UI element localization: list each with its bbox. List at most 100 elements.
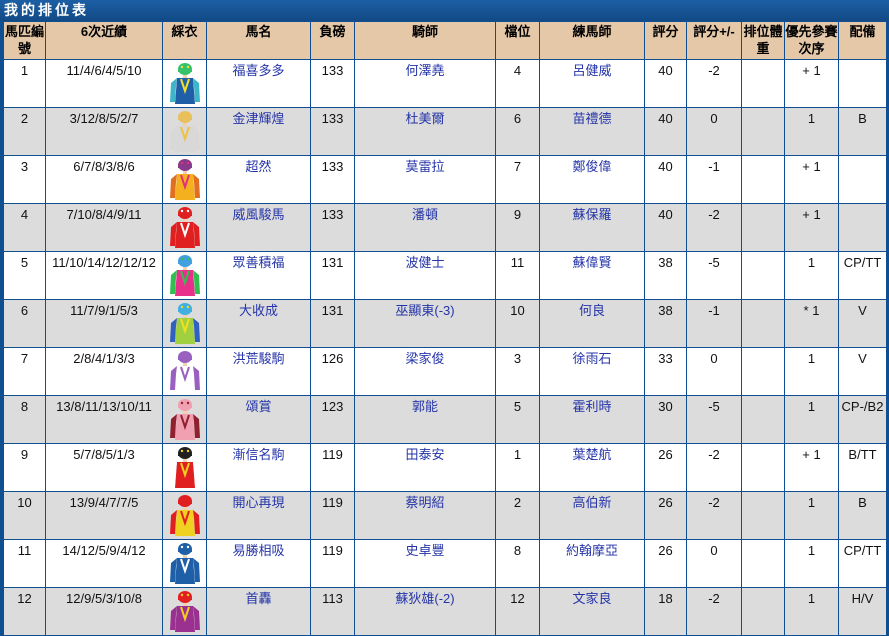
jockey-link[interactable]: 何澤堯 [354,59,496,108]
horse-name-link[interactable]: 開心再現 [206,491,311,540]
horse-name-link[interactable]: 易勝相吸 [206,539,311,588]
declared-weight [741,59,785,108]
jockey-link[interactable]: 田泰安 [354,443,496,492]
gear: H/V [838,587,887,636]
table-row: 2 3/12/8/5/2/7 金津輝煌 133 杜美爾 6 苗禮德 40 0 1 B [3,107,887,156]
jockey-link[interactable]: 郭能 [354,395,496,444]
horse-name-link[interactable]: 超然 [206,155,311,204]
horse-number: 10 [3,491,46,540]
trainer-link[interactable]: 徐雨石 [539,347,645,396]
rating: 26 [644,539,687,588]
horse-name-link[interactable]: 大收成 [206,299,311,348]
column-header-silks: 綵衣 [162,21,207,60]
column-header-draw: 檔位 [495,21,540,60]
declared-weight [741,587,785,636]
jockey-link[interactable]: 史卓豐 [354,539,496,588]
silks-icon [162,155,207,204]
trainer-link[interactable]: 霍利時 [539,395,645,444]
horse-name-link[interactable]: 威風駿馬 [206,203,311,252]
declared-weight [741,443,785,492]
gear: B/TT [838,443,887,492]
table-row: 12 12/9/5/3/10/8 首轟 113 蘇狄雄(-2) 12 文家良 18 -2 1 H/V [3,587,887,636]
jockey-link[interactable]: 潘頓 [354,203,496,252]
draw: 9 [495,203,540,252]
silks-icon [162,491,207,540]
priority: + 1 [784,443,839,492]
rating-change: -2 [686,491,742,540]
rating-change: 0 [686,539,742,588]
recent-form: 5/7/8/5/1/3 [45,443,163,492]
jockey-link[interactable]: 巫顯東(-3) [354,299,496,348]
trainer-link[interactable]: 蘇保羅 [539,203,645,252]
trainer-link[interactable]: 約翰摩亞 [539,539,645,588]
gear: B [838,107,887,156]
horse-name-link[interactable]: 洪荒駿駒 [206,347,311,396]
weight: 133 [310,155,355,204]
horse-number: 4 [3,203,46,252]
jockey-link[interactable]: 梁家俊 [354,347,496,396]
panel-title: 我的排位表 [0,0,889,21]
column-header-trainer: 練馬師 [539,21,645,60]
rating: 38 [644,251,687,300]
rating: 40 [644,59,687,108]
trainer-link[interactable]: 鄭俊偉 [539,155,645,204]
recent-form: 13/9/4/7/7/5 [45,491,163,540]
horse-name-link[interactable]: 首轟 [206,587,311,636]
horse-number: 12 [3,587,46,636]
horse-number: 3 [3,155,46,204]
horse-number: 2 [3,107,46,156]
trainer-link[interactable]: 葉楚航 [539,443,645,492]
gear: CP-/B2 [838,395,887,444]
column-header-horse-number: 馬匹編號 [3,21,46,60]
table-row: 3 6/7/8/3/8/6 超然 133 莫雷拉 7 鄭俊偉 40 -1 + 1 [3,155,887,204]
rating-change: -5 [686,251,742,300]
trainer-link[interactable]: 高伯新 [539,491,645,540]
table-row: 4 7/10/8/4/9/11 威風駿馬 133 潘頓 9 蘇保羅 40 -2 + 1 [3,203,887,252]
draw: 5 [495,395,540,444]
horse-number: 5 [3,251,46,300]
horse-number: 8 [3,395,46,444]
rating: 18 [644,587,687,636]
weight: 133 [310,107,355,156]
horse-name-link[interactable]: 金津輝煌 [206,107,311,156]
horse-name-link[interactable]: 福喜多多 [206,59,311,108]
recent-form: 3/12/8/5/2/7 [45,107,163,156]
rating: 26 [644,491,687,540]
column-header-weight: 負磅 [310,21,355,60]
jockey-link[interactable]: 波健士 [354,251,496,300]
jockey-link[interactable]: 杜美爾 [354,107,496,156]
priority: + 1 [784,59,839,108]
jockey-link[interactable]: 蔡明紹 [354,491,496,540]
column-header-rating: 評分 [644,21,687,60]
recent-form: 6/7/8/3/8/6 [45,155,163,204]
trainer-link[interactable]: 呂健威 [539,59,645,108]
priority: 1 [784,539,839,588]
rating: 33 [644,347,687,396]
trainer-link[interactable]: 苗禮德 [539,107,645,156]
trainer-link[interactable]: 文家良 [539,587,645,636]
horse-name-link[interactable]: 漸信名駒 [206,443,311,492]
silks-icon [162,299,207,348]
weight: 131 [310,251,355,300]
rating-change: -2 [686,203,742,252]
rating-change: -1 [686,155,742,204]
table-row: 7 2/8/4/1/3/3 洪荒駿駒 126 梁家俊 3 徐雨石 33 0 1 V [3,347,887,396]
horse-name-link[interactable]: 眾善積福 [206,251,311,300]
rating: 30 [644,395,687,444]
column-header-horse-name: 馬名 [206,21,311,60]
table-row: 1 11/4/6/4/5/10 福喜多多 133 何澤堯 4 呂健威 40 -2 + 1 [3,59,887,108]
declared-weight [741,539,785,588]
trainer-link[interactable]: 蘇偉賢 [539,251,645,300]
horse-name-link[interactable]: 頌賞 [206,395,311,444]
priority: + 1 [784,203,839,252]
column-header-declared-weight: 排位體重 [741,21,785,60]
priority: 1 [784,251,839,300]
jockey-link[interactable]: 蘇狄雄(-2) [354,587,496,636]
trainer-link[interactable]: 何良 [539,299,645,348]
draw: 6 [495,107,540,156]
rating: 40 [644,203,687,252]
header-row: 馬匹編號 6次近績 綵衣 馬名 負磅 騎師 檔位 練馬師 評分 評分+/- 排位體重 優先參賽次序 配備 [3,21,887,60]
jockey-link[interactable]: 莫雷拉 [354,155,496,204]
rating: 26 [644,443,687,492]
priority: 1 [784,587,839,636]
